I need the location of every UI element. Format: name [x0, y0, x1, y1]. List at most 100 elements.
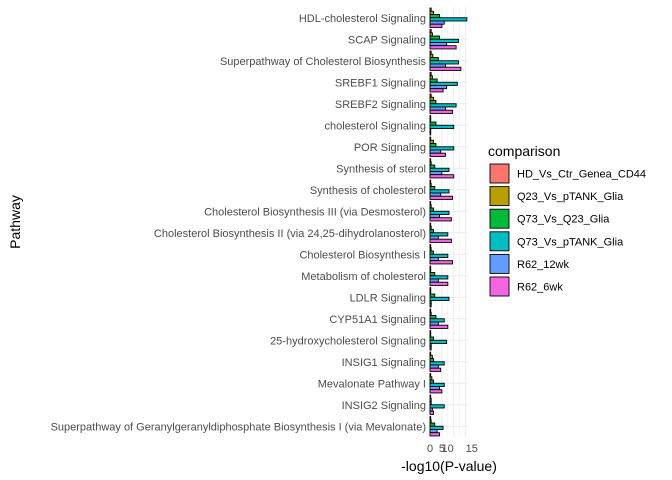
bar	[429, 324, 449, 329]
y-tick-label: Synthesis of cholesterol	[310, 185, 426, 197]
bar	[429, 38, 459, 43]
bar	[429, 315, 437, 320]
y-tick-label: INSIG2 Signaling	[342, 400, 426, 412]
bar	[429, 204, 432, 209]
bar	[429, 201, 432, 206]
bar	[429, 100, 437, 105]
bar	[429, 214, 440, 219]
bar	[429, 96, 435, 101]
bar	[429, 386, 440, 391]
bar	[429, 229, 435, 234]
bar	[429, 66, 462, 71]
bar	[429, 250, 435, 255]
bar	[429, 14, 440, 19]
y-tick-label: INSIG1 Signaling	[342, 357, 426, 369]
bar	[429, 425, 444, 430]
bar	[429, 330, 432, 335]
bar	[429, 121, 437, 126]
y-axis-title: Pathway	[7, 195, 23, 249]
bar	[429, 382, 445, 387]
bar	[429, 42, 448, 47]
bar	[429, 336, 435, 341]
legend: comparison HD_Vs_Ctr_Genea_CD44 Q23_Vs_pT…	[488, 143, 646, 297]
legend-key	[489, 276, 510, 297]
y-tick-label: SREBF2 Signaling	[335, 99, 426, 111]
bar	[429, 293, 436, 298]
x-tick-label: 0	[427, 443, 433, 455]
bar	[429, 115, 432, 120]
legend-label: R62_12wk	[517, 259, 569, 271]
bar	[429, 17, 468, 22]
bar	[429, 179, 432, 184]
bar	[429, 222, 432, 227]
bar	[429, 164, 436, 169]
bar	[429, 50, 432, 55]
bar	[429, 401, 432, 406]
bar	[429, 124, 455, 129]
bar	[429, 367, 442, 372]
x-tick-label: 10	[442, 443, 454, 455]
y-tick-label: 25-hydroxycholesterol Signaling	[270, 335, 426, 347]
bar	[429, 225, 432, 230]
y-tick-label: CYP51A1 Signaling	[329, 314, 426, 326]
bar	[429, 296, 450, 301]
bar	[429, 88, 444, 93]
legend-label: HD_Vs_Ctr_Genea_CD44	[517, 169, 646, 181]
bar	[429, 318, 445, 323]
bar	[429, 161, 432, 166]
bar	[429, 376, 433, 381]
y-tick-label: HDL-cholesterol Signaling	[299, 13, 426, 25]
bar	[429, 186, 436, 191]
bar	[429, 419, 432, 424]
legend-label: Q23_Vs_pTANK_Glia	[517, 191, 624, 203]
legend-key	[489, 186, 510, 207]
bar	[429, 174, 455, 179]
bar	[429, 346, 432, 351]
y-tick-label: Cholesterol Biosynthesis I	[299, 249, 426, 261]
bar	[429, 260, 454, 265]
bar	[429, 103, 457, 108]
bar	[429, 268, 432, 273]
y-tick-label: cholesterol Signaling	[324, 120, 426, 132]
y-tick-label: SCAP Signaling	[348, 34, 426, 46]
bar	[429, 358, 435, 363]
bar	[429, 389, 443, 394]
bar	[429, 416, 432, 421]
y-tick-label: Synthesis of sterol	[336, 163, 426, 175]
bar	[429, 7, 432, 12]
bar	[429, 139, 435, 144]
y-tick-labels: HDL-cholesterol Signaling SCAP Signaling S…	[51, 13, 427, 434]
bar	[429, 333, 432, 338]
y-tick-label: POR Signaling	[354, 142, 426, 154]
y-tick-label: LDLR Signaling	[350, 292, 426, 304]
legend-title: comparison	[488, 143, 560, 159]
bar	[429, 321, 439, 326]
x-tick-label: 15	[466, 443, 478, 455]
legend-key	[489, 208, 510, 229]
bar	[429, 109, 454, 114]
bar	[429, 272, 436, 277]
bar	[429, 136, 432, 141]
bar	[429, 171, 443, 176]
bar	[429, 422, 436, 427]
legend-key	[489, 253, 510, 274]
bar	[429, 429, 438, 434]
bar	[429, 143, 437, 148]
bar	[429, 45, 457, 50]
bar	[429, 182, 432, 187]
bar	[429, 232, 449, 237]
bar	[429, 189, 450, 194]
y-tick-label: Cholesterol Biosynthesis II (via 24,25-d…	[154, 228, 426, 240]
bar	[429, 354, 433, 359]
bar	[429, 257, 439, 262]
bar	[429, 303, 432, 308]
bar	[429, 404, 445, 409]
bar	[429, 75, 433, 80]
x-axis-title: -log10(P-value)	[401, 458, 497, 474]
legend-key	[489, 231, 510, 252]
bar	[429, 217, 452, 222]
bar	[429, 57, 439, 62]
bar	[429, 78, 438, 83]
